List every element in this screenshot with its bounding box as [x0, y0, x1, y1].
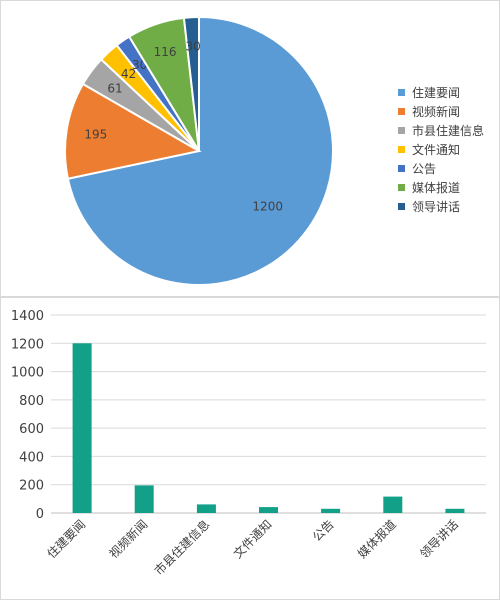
x-tick-label: 视频新闻: [106, 517, 151, 562]
pie-data-label: 1200: [252, 200, 283, 214]
bar: [196, 504, 216, 513]
legend-label: 公告: [412, 162, 436, 176]
legend-swatch: [398, 146, 405, 153]
pie-data-label: 30: [185, 40, 200, 54]
legend-label: 领导讲话: [412, 199, 460, 214]
legend-label: 住建要闻: [412, 86, 460, 100]
y-tick-label: 1400: [11, 309, 44, 324]
legend-label: 媒体报道: [412, 180, 460, 195]
x-tick-label: 领导讲话: [416, 517, 461, 562]
pie-slice: [64, 82, 202, 180]
y-tick-label: 0: [36, 507, 44, 522]
legend-swatch: [398, 89, 405, 96]
x-tick-label: 公告: [310, 517, 337, 544]
bar: [445, 508, 465, 513]
legend-label: 市县住建信息: [412, 123, 484, 138]
x-tick-label: 市县住建信息: [151, 517, 213, 579]
bar: [259, 507, 278, 513]
legend-label: 文件通知: [412, 142, 460, 157]
x-tick-label: 媒体报道: [354, 517, 399, 562]
legend-swatch: [398, 203, 405, 210]
x-tick-label: 文件通知: [230, 517, 275, 562]
pie-data-label: 61: [107, 82, 122, 96]
x-tick-label: 住建要闻: [44, 517, 88, 561]
pie-slice: [182, 15, 200, 152]
bar-chart-panel: 0 200 400 600 800 1000 1200 1400 住建要闻 视频新闻 市县住建信息文…: [0, 297, 500, 600]
legend-swatch: [398, 127, 405, 134]
legend-swatch: [398, 184, 405, 191]
bar: [321, 508, 341, 513]
bar: [72, 343, 92, 513]
y-tick-label: 600: [19, 422, 44, 437]
y-tick-label: 200: [19, 479, 44, 494]
pie-data-label: 42: [121, 67, 136, 81]
y-tick-label: 800: [19, 394, 44, 409]
legend-swatch: [398, 165, 405, 172]
pie-data-label: 195: [84, 128, 107, 142]
y-tick-label: 1200: [11, 337, 44, 352]
bar: [134, 485, 154, 513]
bar: [383, 496, 403, 513]
y-tick-label: 1000: [11, 366, 44, 381]
legend-label: 视频新闻: [412, 104, 460, 119]
y-tick-label: 400: [19, 450, 44, 465]
pie-chart-panel: 1200 195 61 42 30 116 30 住建要闻 视频新闻 市县住建信息 文件通知 公告 媒体…: [0, 0, 500, 297]
pie-data-label: 116: [154, 45, 177, 59]
legend-swatch: [398, 108, 405, 115]
bar-chart: 0 200 400 600 800 1000 1200 1400 住建要闻 视频新闻 市县住建信息文…: [11, 309, 486, 579]
